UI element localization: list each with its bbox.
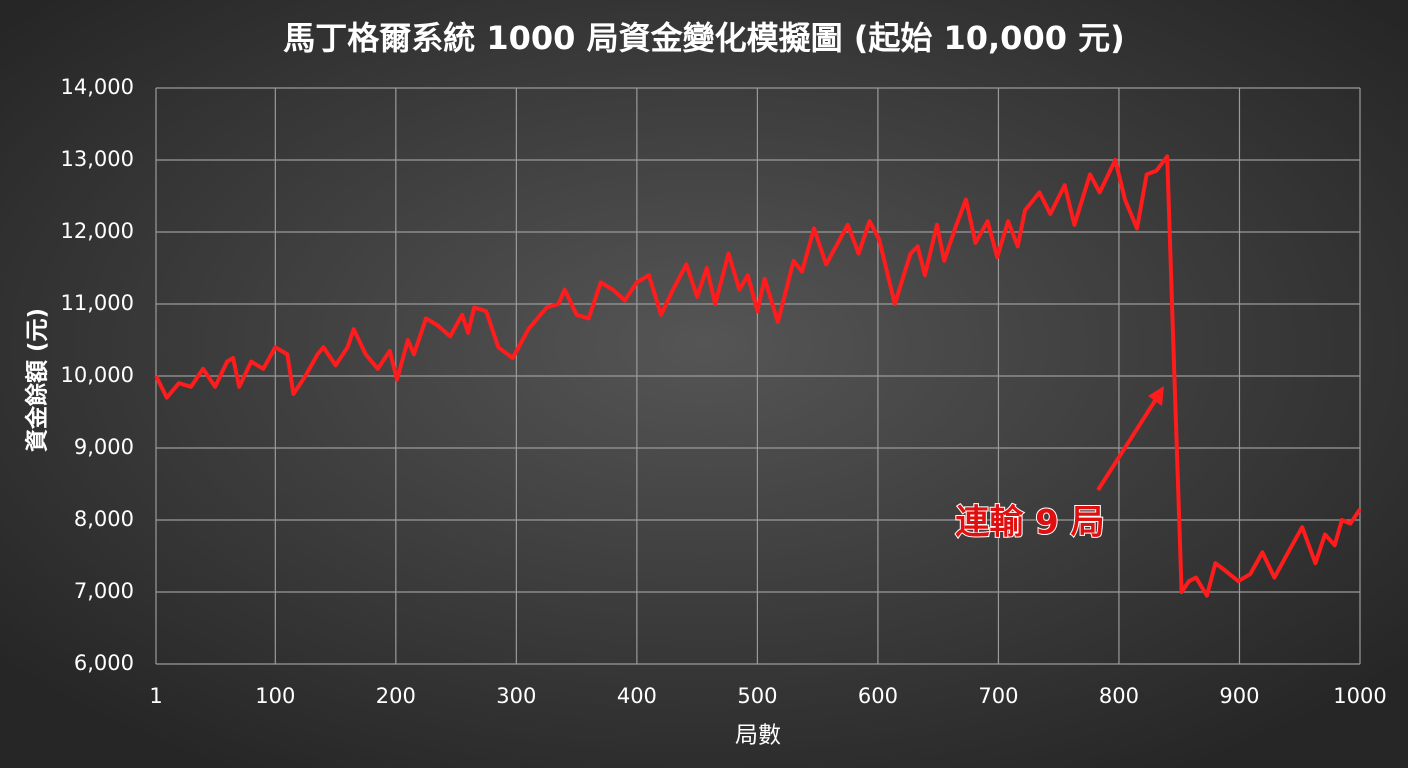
y-tick-label: 13,000 — [61, 147, 134, 171]
y-tick-label: 14,000 — [61, 75, 134, 99]
x-tick-label: 700 — [978, 684, 1018, 708]
x-tick-label: 500 — [737, 684, 777, 708]
y-tick-label: 6,000 — [74, 651, 134, 675]
x-tick-label: 400 — [617, 684, 657, 708]
x-tick-label: 600 — [858, 684, 898, 708]
annotation-arrow — [1096, 394, 1160, 492]
x-tick-label: 1 — [149, 684, 162, 708]
chart-title: 馬丁格爾系統 1000 局資金變化模擬圖 (起始 10,000 元) — [283, 19, 1125, 57]
x-tick-label: 900 — [1219, 684, 1259, 708]
y-tick-label: 10,000 — [61, 363, 134, 387]
data-line — [154, 154, 1362, 598]
x-tick-label: 200 — [376, 684, 416, 708]
annotation-arrowhead — [1148, 386, 1164, 406]
annotation: 連輸 9 局 — [955, 503, 1104, 543]
y-tick-label: 8,000 — [74, 507, 134, 531]
grid: 6,0007,0008,0009,00010,00011,00012,00013… — [61, 75, 1387, 708]
x-tick-label: 100 — [255, 684, 295, 708]
x-tick-label: 300 — [496, 684, 536, 708]
x-tick-label: 800 — [1099, 684, 1139, 708]
plot — [154, 154, 1362, 598]
y-tick-label: 9,000 — [74, 435, 134, 459]
y-tick-label: 11,000 — [61, 291, 134, 315]
y-tick-label: 7,000 — [74, 579, 134, 603]
y-axis-label: 資金餘額 (元) — [24, 308, 51, 452]
x-axis-label: 局數 — [735, 723, 781, 749]
x-tick-label: 1000 — [1333, 684, 1386, 708]
y-tick-label: 12,000 — [61, 219, 134, 243]
